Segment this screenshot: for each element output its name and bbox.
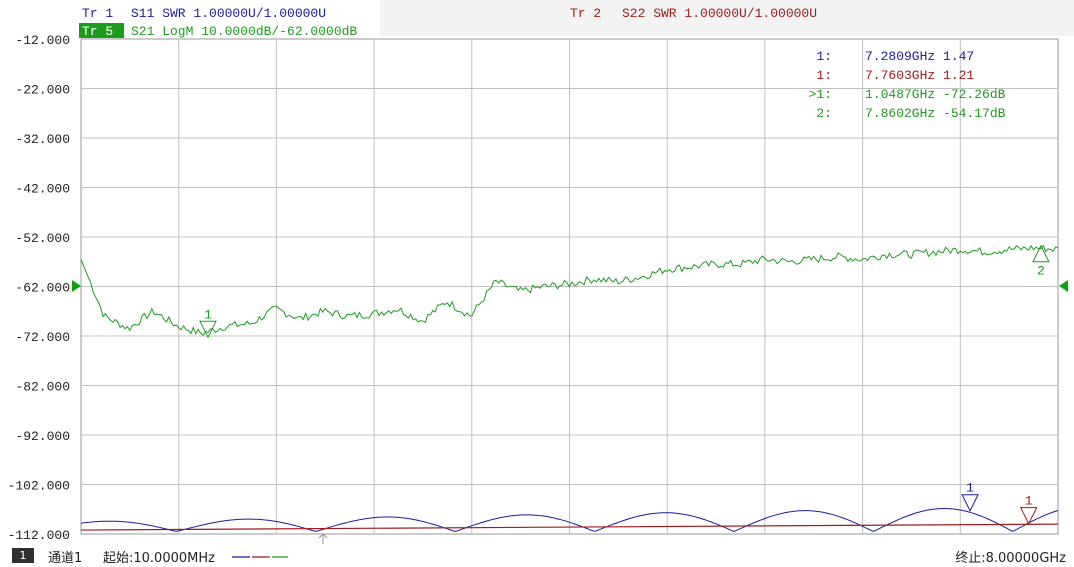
traces bbox=[80, 244, 1059, 533]
stop-frequency-label[interactable]: 终止:8.00000GHz bbox=[955, 551, 1066, 566]
marker-tr1-1: 1 bbox=[961, 481, 979, 512]
y-axis: -12.000 -22.000 -32.000 -42.000 -52.000 -62.0… bbox=[8, 33, 70, 543]
marker-label: 1 bbox=[966, 481, 974, 496]
y-tick-label: -22.000 bbox=[15, 83, 70, 98]
y-tick-label: -112.000 bbox=[8, 528, 70, 543]
marker-triangle-icon bbox=[199, 320, 217, 339]
y-tick-label: -82.000 bbox=[15, 380, 70, 395]
y-tick-label: -32.000 bbox=[15, 132, 70, 147]
marker-label: 1 bbox=[204, 307, 212, 322]
channel-number-badge[interactable]: 1 bbox=[12, 548, 34, 563]
trace-s11-line bbox=[80, 508, 1059, 533]
header-banner bbox=[380, 0, 1074, 36]
trace5-id-badge[interactable] bbox=[79, 23, 124, 38]
marker-readout-value: 7.7603GHz 1.21 bbox=[865, 68, 974, 83]
marker-readout-value: 1.0487GHz -72.26dB bbox=[865, 87, 1006, 102]
marker-readout-index: 1: bbox=[816, 68, 832, 83]
y-tick-label: -52.000 bbox=[15, 231, 70, 246]
y-tick-label: -42.000 bbox=[15, 182, 70, 197]
trace-s22-line bbox=[80, 523, 1059, 531]
trace1-id[interactable]: Tr 1 bbox=[82, 6, 113, 21]
trace2-id[interactable]: Tr 2 bbox=[570, 6, 601, 21]
marker-tr5-1: 1 bbox=[199, 307, 217, 339]
marker-label: 1 bbox=[1025, 494, 1033, 509]
marker-triangle-icon bbox=[1019, 507, 1038, 525]
trace1-param[interactable]: S11 SWR 1.00000U/1.00000U bbox=[131, 6, 326, 21]
y-tick-label: -62.000 bbox=[15, 281, 70, 296]
y-tick-label: -102.000 bbox=[8, 479, 70, 494]
marker-readout-table: 1: 7.2809GHz 1.47 1: 7.7603GHz 1.21 >1: 1.048… bbox=[809, 49, 1006, 121]
ref-level-arrow-left[interactable] bbox=[72, 280, 81, 292]
marker-readout-value: 7.2809GHz 1.47 bbox=[865, 49, 974, 64]
status-bar: 1 通道1 起始:10.0000MHz 终止:8.00000GHz bbox=[0, 544, 1074, 567]
cursor-arrow-icon bbox=[318, 533, 328, 544]
marker-readout-index: 2: bbox=[816, 106, 832, 121]
trace-s21-line bbox=[80, 244, 1059, 337]
channel-label[interactable]: 通道1 bbox=[48, 551, 83, 566]
trace5-param[interactable]: S21 LogM 10.0000dB/-62.0000dB bbox=[131, 24, 357, 39]
marker-tr5-2: 2 bbox=[1032, 244, 1050, 279]
marker-triangle-icon bbox=[1032, 244, 1050, 263]
y-tick-label: -72.000 bbox=[15, 330, 70, 345]
marker-tr2-1: 1 bbox=[1019, 494, 1038, 525]
trace-legend-lines bbox=[232, 556, 288, 558]
marker-readout-value: 7.8602GHz -54.17dB bbox=[865, 106, 1006, 121]
marker-readout-index: >1: bbox=[809, 87, 832, 102]
marker-label: 2 bbox=[1037, 264, 1045, 279]
marker-triangle-icon bbox=[961, 494, 979, 512]
y-tick-label: -92.000 bbox=[15, 429, 70, 444]
trace2-param[interactable]: S22 SWR 1.00000U/1.00000U bbox=[622, 6, 817, 21]
trace5-id[interactable]: Tr 5 bbox=[82, 24, 113, 39]
ref-level-arrow-right[interactable] bbox=[1059, 280, 1068, 292]
markers: 1 2 1 1 bbox=[199, 244, 1050, 525]
analyzer-plot[interactable]: Tr 1 S11 SWR 1.00000U/1.00000U Tr 2 S22 … bbox=[0, 0, 1074, 544]
y-tick-label: -12.000 bbox=[15, 33, 70, 48]
start-frequency-label[interactable]: 起始:10.0000MHz bbox=[103, 551, 215, 566]
marker-readout-index: 1: bbox=[816, 49, 832, 64]
